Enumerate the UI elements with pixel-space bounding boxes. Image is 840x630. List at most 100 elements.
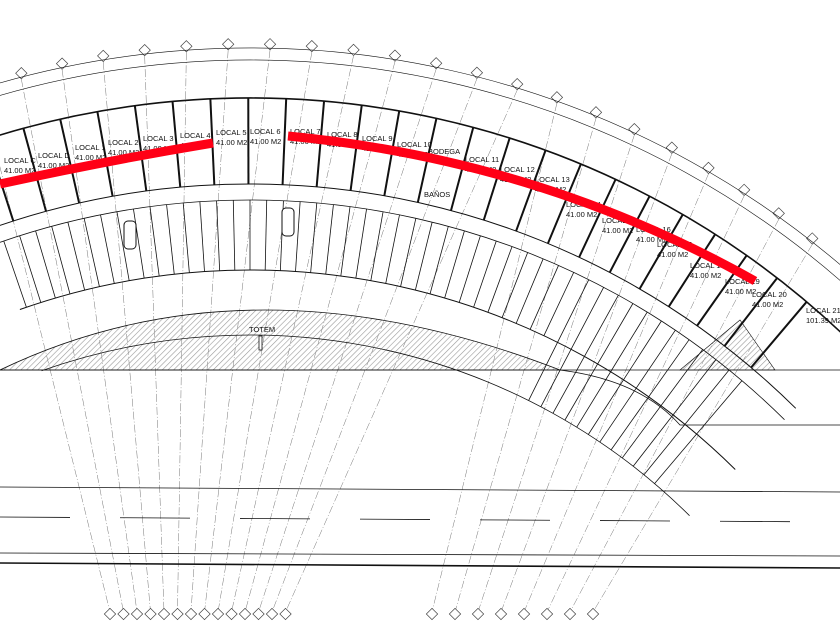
parking-stall-line bbox=[587, 379, 624, 435]
unit-label: BODEGA bbox=[428, 147, 460, 156]
arc-line bbox=[0, 47, 840, 266]
grid-bubble bbox=[97, 49, 110, 63]
parking-stall-line bbox=[672, 359, 717, 416]
parking-stall-line bbox=[528, 342, 558, 401]
grid-bubble bbox=[138, 43, 151, 57]
parking-stall-line bbox=[340, 206, 351, 277]
unit-label: LOCAL 5 bbox=[216, 128, 247, 137]
grid-axis-line bbox=[231, 55, 354, 613]
unit-wall bbox=[59, 118, 81, 204]
grid-bubble bbox=[117, 607, 130, 621]
unit-area: 41.00 M2 bbox=[602, 226, 633, 235]
parking-stall-line bbox=[552, 356, 585, 414]
parking-stall-line bbox=[3, 240, 27, 308]
parking-stall-line bbox=[264, 200, 268, 271]
grid-bubble bbox=[563, 607, 577, 621]
grid-bubble bbox=[55, 57, 69, 70]
grid-bubble bbox=[103, 607, 117, 621]
grid-bubble bbox=[157, 607, 171, 621]
road-edge bbox=[0, 562, 840, 569]
unit-label: LOCAL 4 bbox=[180, 131, 211, 140]
grid-bubble bbox=[15, 67, 28, 80]
unit-wall bbox=[133, 105, 148, 192]
parking-stall-line bbox=[216, 200, 221, 271]
unit-wall bbox=[22, 128, 47, 212]
grid-bubble bbox=[494, 607, 508, 621]
grid-bubble bbox=[702, 161, 715, 175]
grid-bubble bbox=[238, 607, 252, 621]
parking-stall-line bbox=[529, 265, 559, 330]
unit-wall bbox=[750, 301, 808, 369]
unit-label: LOCAL 12 bbox=[500, 165, 535, 174]
grid-bubble bbox=[198, 607, 211, 621]
restrooms-label: BAÑOS bbox=[424, 190, 450, 199]
parking-stall-line bbox=[133, 208, 145, 279]
parking-stall-line bbox=[355, 208, 367, 279]
unit-area: 41.00 M2 bbox=[636, 235, 667, 244]
grid-axis-line bbox=[258, 69, 437, 613]
parking-stall-line bbox=[232, 200, 236, 271]
unit-label: LOCAL 6 bbox=[250, 127, 281, 136]
parking-stall-line bbox=[400, 218, 417, 287]
grid-axis-line bbox=[546, 195, 745, 613]
road-edge bbox=[0, 552, 840, 557]
grid-axis-line bbox=[21, 79, 124, 613]
highlight-lines bbox=[0, 131, 758, 285]
parking-stall-line bbox=[540, 349, 572, 407]
parking-stall-line bbox=[564, 363, 598, 421]
unit-wall bbox=[638, 214, 684, 290]
parking-stall-line bbox=[597, 303, 634, 365]
unit-wall bbox=[667, 233, 717, 308]
unit-area: 41.00 M2 bbox=[566, 210, 597, 219]
parking-stall-line bbox=[576, 371, 611, 428]
parking-stall-line bbox=[623, 320, 662, 381]
grid-bubble bbox=[388, 49, 402, 62]
parking-stall-line bbox=[635, 329, 676, 389]
building-arcs bbox=[0, 47, 840, 516]
grid-axis-line bbox=[204, 50, 271, 613]
road-lines bbox=[0, 335, 840, 569]
lane-divider bbox=[0, 516, 840, 523]
grid-bubble bbox=[265, 607, 279, 621]
grid-bubble bbox=[252, 607, 265, 621]
unit-wall bbox=[608, 195, 651, 273]
grid-bubble bbox=[171, 607, 184, 621]
parking-stall-line bbox=[632, 414, 674, 467]
parking-stall-line bbox=[696, 380, 743, 435]
parking-stall-line bbox=[100, 214, 115, 284]
grid-bubble bbox=[347, 43, 360, 57]
unit-area: 41.00 M2 bbox=[725, 287, 756, 296]
unit-area: 41.00 M2 bbox=[657, 250, 688, 259]
parking-stall-line bbox=[501, 252, 529, 318]
grid-bubble bbox=[470, 66, 484, 79]
parking-stall-line bbox=[325, 204, 334, 275]
car-icon bbox=[281, 207, 295, 237]
road-edge bbox=[0, 486, 840, 493]
totem-label: TOTEM bbox=[249, 325, 275, 334]
grid-axis-line bbox=[523, 173, 709, 613]
parking-stall-line bbox=[116, 211, 130, 281]
arc-line bbox=[0, 59, 840, 281]
grid-bubble bbox=[471, 607, 485, 621]
unit-label: LOCAL 19 bbox=[725, 277, 760, 286]
arc-line bbox=[0, 183, 797, 409]
parking-stall-line bbox=[19, 235, 42, 303]
unit-label: LOCAL 13 bbox=[535, 175, 570, 184]
grid-bubble bbox=[211, 607, 225, 621]
highlight-line-right bbox=[287, 131, 758, 285]
unit-label: LOCAL 21 bbox=[806, 306, 840, 315]
parking-stall-line bbox=[648, 339, 690, 398]
parking-stall-line bbox=[599, 387, 637, 443]
unit-label: LOCAL 11 bbox=[465, 155, 499, 164]
parking-stall-line bbox=[458, 235, 481, 303]
unit-label: LOCAL C bbox=[4, 156, 36, 165]
grid-bubble bbox=[665, 141, 678, 154]
parking-stall-line bbox=[199, 201, 205, 272]
unit-label: LOCAL 8 bbox=[327, 130, 358, 139]
parking-stall-line bbox=[67, 222, 86, 291]
parking-stall-line bbox=[444, 230, 465, 299]
parking-stall-line bbox=[684, 369, 730, 425]
unit-area: 101.39 M2 bbox=[806, 316, 840, 325]
